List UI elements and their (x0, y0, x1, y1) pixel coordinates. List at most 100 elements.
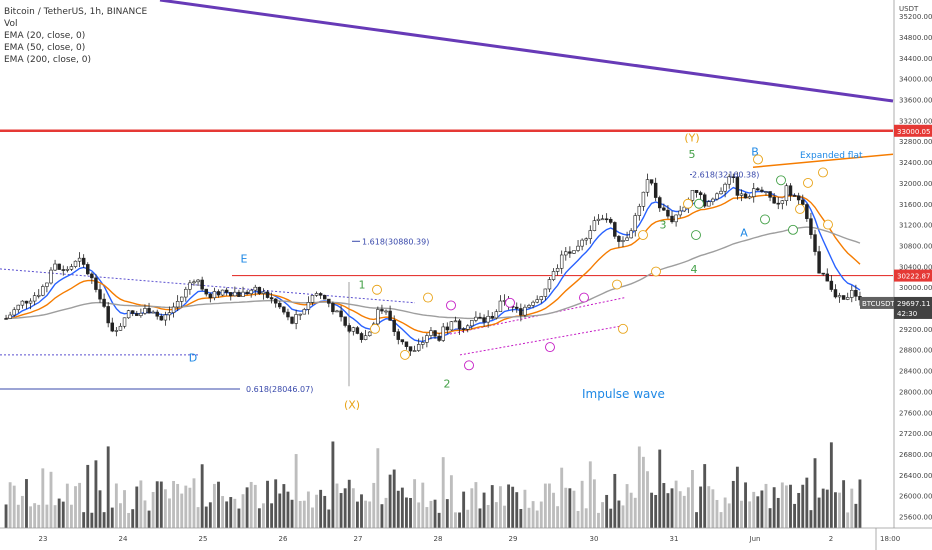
ema20-label[interactable]: EMA (20, close, 0) (4, 31, 86, 41)
wave-label: E (241, 252, 248, 265)
candle-body (498, 300, 503, 313)
ema200-label[interactable]: EMA (200, close, 0) (4, 55, 92, 65)
candle-body (155, 311, 159, 317)
volume-bar (523, 489, 527, 528)
volume-bar (249, 481, 253, 528)
candle-body (302, 309, 307, 315)
volume-bar (784, 485, 788, 528)
volume-bar (568, 488, 572, 528)
volume-bar (654, 494, 658, 528)
volume-bar (846, 512, 850, 528)
candle-body (694, 189, 699, 193)
candle-body (429, 330, 433, 336)
volume-bar (682, 495, 686, 528)
candle-body (662, 207, 666, 211)
candle-body (32, 295, 37, 302)
wave-marker-icon (694, 198, 704, 209)
candle-body (743, 193, 748, 199)
ema50-label[interactable]: EMA (50, close, 0) (4, 43, 86, 53)
candle-body (143, 308, 147, 314)
volume-bar (821, 488, 825, 528)
volume-bar (388, 474, 392, 528)
volume-bar (29, 506, 32, 528)
volume-bar (94, 460, 98, 528)
candle-body (188, 282, 192, 290)
volume-bar (793, 503, 797, 528)
candle-body (433, 330, 437, 337)
candle-body (135, 313, 139, 316)
candle-body (90, 273, 94, 279)
price-tick-label: 28000.00 (899, 388, 932, 396)
volume-bar (597, 512, 600, 528)
time-axis[interactable]: 23 24 25 26 27 28 29 30 31 Jun 2 18:00 (0, 527, 932, 550)
candle-body (441, 326, 445, 341)
wave-label: 4 (691, 263, 698, 276)
candle-body (551, 271, 556, 280)
candle-body (151, 311, 155, 314)
volume-bar (850, 488, 854, 528)
volume-bar (641, 456, 645, 528)
volume-bar (817, 497, 821, 528)
volume-bar (102, 512, 106, 528)
candle-body (531, 301, 535, 306)
descending-trendline (159, 0, 894, 103)
volume-bar (69, 504, 73, 528)
price-tick-label: 32000.00 (899, 180, 932, 188)
pink-level-tag: 30222.87 (897, 273, 930, 281)
candles (4, 172, 862, 356)
volume-bar (53, 505, 57, 528)
candle-body (756, 188, 760, 191)
candle-body (122, 317, 127, 327)
volume-bar (323, 495, 327, 528)
candle-body (69, 266, 74, 270)
candle-body (470, 320, 474, 327)
candle-body (81, 257, 86, 265)
time-tick-label: 23 (39, 535, 48, 543)
red-level-tag-bg (894, 124, 932, 137)
candle-body (16, 304, 21, 311)
timezone-label: 18:00 (880, 535, 900, 543)
candle-body (261, 291, 266, 294)
volume-bar (449, 475, 453, 528)
candle-body (453, 320, 458, 323)
candle-body (674, 214, 678, 223)
candle-body (486, 315, 490, 323)
volume-bar (172, 480, 175, 528)
time-tick-label: 27 (354, 535, 363, 543)
wave-marker-icon (545, 342, 555, 353)
volume-bar (343, 488, 347, 528)
volume-bar (78, 482, 82, 528)
volume-bar (233, 498, 237, 528)
volume-bar (813, 458, 817, 528)
volume-bar (764, 483, 768, 528)
candle-body (698, 192, 703, 196)
volume-bar (188, 487, 192, 528)
volume-bar (776, 497, 780, 528)
symbol-title[interactable]: Bitcoin / TetherUS, 1h, BINANCE (4, 7, 148, 17)
candle-body (604, 218, 609, 221)
candle-body (588, 230, 593, 240)
volume-indicator-label[interactable]: Vol (4, 19, 18, 29)
candle-body (196, 279, 200, 283)
candle-body (159, 315, 164, 321)
candle-body (253, 286, 258, 291)
price-axis[interactable]: 25600.00 26000.00 26400.00 26800.00 27200.00… (860, 0, 932, 528)
candle-body (580, 239, 584, 247)
candle-body (233, 291, 237, 297)
candle-body (102, 298, 106, 307)
volume-bar (86, 464, 90, 528)
volume-bar (458, 512, 461, 528)
fib-label: 0.618(28046.07) (246, 385, 313, 394)
candle-body (126, 310, 131, 319)
volume-bar (474, 482, 478, 528)
candle-body (801, 199, 805, 205)
volume-bar (441, 457, 445, 528)
candle-body (98, 289, 102, 300)
volume-bar (556, 506, 560, 528)
volume-bar (462, 491, 466, 528)
volume-bar (159, 481, 163, 528)
volume-bar (49, 471, 53, 528)
volume-bar (519, 508, 523, 528)
price-tick-label: 32800.00 (899, 138, 932, 146)
